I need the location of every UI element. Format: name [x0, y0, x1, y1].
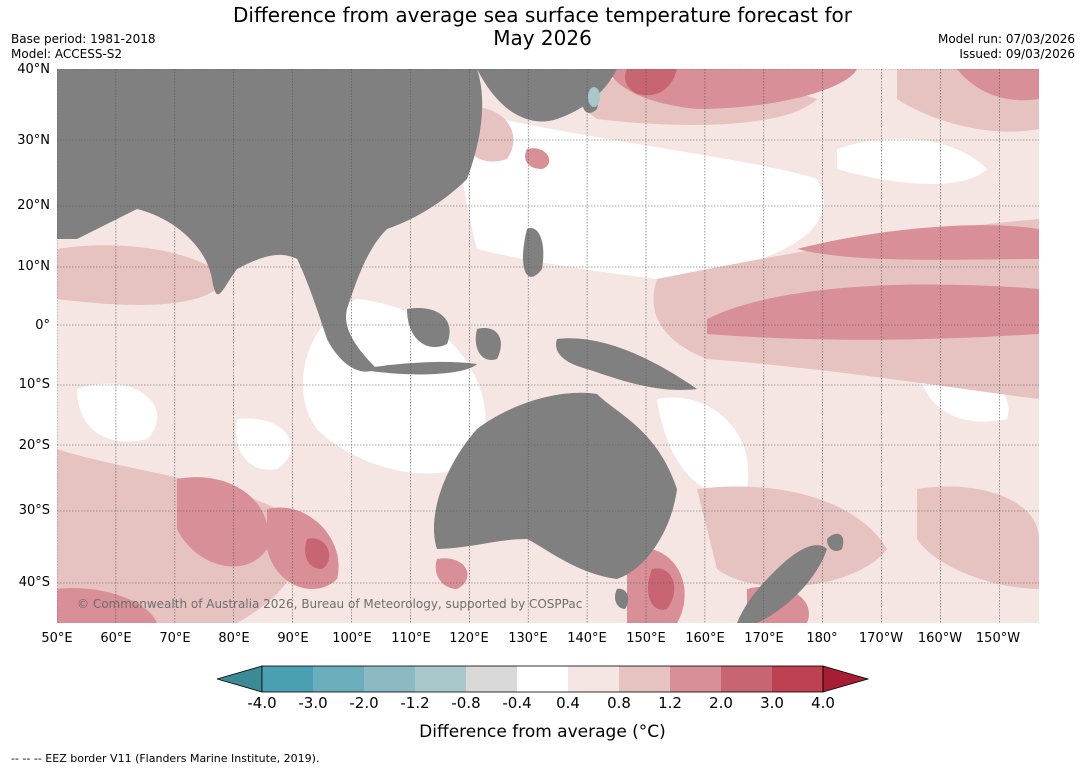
colorbar-bin — [262, 666, 313, 692]
lon-label: 150°W — [975, 631, 1021, 646]
issued-date: Issued: 09/03/2026 — [959, 47, 1075, 61]
eez-border-note: -- -- -- EEZ border V11 (Flanders Marine… — [11, 752, 320, 765]
colorbar-tick: -0.8 — [451, 694, 481, 712]
colorbar-bin — [364, 666, 415, 692]
meta-right: Model run: 07/03/2026 Issued: 09/03/2026 — [938, 32, 1075, 62]
lat-label: 20°S — [18, 438, 50, 453]
colorbar-tick: -3.0 — [298, 694, 328, 712]
colorbar-tick: 3.0 — [760, 694, 784, 712]
strong-warm-areas — [305, 69, 677, 610]
lon-label: 60°E — [100, 631, 132, 646]
meta-left: Base period: 1981-2018 Model: ACCESS-S2 — [11, 32, 156, 62]
colorbar-bin — [517, 666, 568, 692]
colorbar-bin — [568, 666, 619, 692]
lat-label: 40°S — [18, 575, 50, 590]
lon-label: 130°E — [508, 631, 548, 646]
colorbar-tick: 4.0 — [811, 694, 835, 712]
lat-label: 10°N — [17, 259, 50, 274]
lat-label: 30°S — [18, 503, 50, 518]
colorbar-bin — [313, 666, 364, 692]
colorbar-tick: -2.0 — [349, 694, 379, 712]
lon-label: 110°E — [391, 631, 431, 646]
model-run: Model run: 07/03/2026 — [937, 32, 1075, 46]
lon-label: 100°E — [332, 631, 372, 646]
colorbar-tick: 0.4 — [556, 694, 580, 712]
sst-anomaly-map — [57, 69, 1039, 623]
colorbar — [215, 665, 870, 699]
lon-label: 180° — [806, 631, 838, 646]
base-period: Base period: 1981-2018 — [11, 32, 156, 46]
colorbar-extend-low — [215, 665, 263, 693]
lat-label: 0° — [35, 318, 50, 333]
lon-label: 70°E — [159, 631, 191, 646]
colorbar-bin — [466, 666, 517, 692]
colorbar-bin — [619, 666, 670, 692]
land-masses — [57, 69, 844, 623]
title-line-1: Difference from average sea surface temp… — [232, 3, 852, 27]
lon-label: 120°E — [449, 631, 489, 646]
lon-label: 90°E — [277, 631, 309, 646]
colorbar-extend-high — [822, 665, 870, 693]
lat-label: 40°N — [17, 62, 50, 77]
colorbar-border — [261, 665, 824, 693]
title-line-2: May 2026 — [493, 26, 592, 50]
colorbar-tick: 1.2 — [658, 694, 682, 712]
colorbar-bin — [772, 666, 823, 692]
colorbar-label: Difference from average (°C) — [419, 722, 666, 742]
graticule — [57, 69, 1039, 623]
colorbar-tick: 0.8 — [607, 694, 631, 712]
lon-label: 170°W — [858, 631, 904, 646]
map-title: Difference from average sea surface temp… — [0, 4, 1085, 50]
lat-label: 10°S — [18, 377, 50, 392]
colorbar-tick: 2.0 — [709, 694, 733, 712]
cool-anomaly-spot — [588, 87, 600, 107]
copyright-notice: © Commonwealth of Australia 2026, Bureau… — [77, 597, 583, 611]
colorbar-tick: -1.2 — [400, 694, 430, 712]
lon-label: 50°E — [41, 631, 73, 646]
lon-label: 160°E — [685, 631, 725, 646]
colorbar-tick: -0.4 — [502, 694, 532, 712]
lon-label: 140°E — [567, 631, 607, 646]
model-name: Model: ACCESS-S2 — [11, 47, 123, 61]
lon-label: 80°E — [218, 631, 250, 646]
colorbar-bin — [415, 666, 466, 692]
lat-label: 20°N — [17, 198, 50, 213]
lon-label: 170°E — [744, 631, 784, 646]
colorbar-bin — [721, 666, 772, 692]
lon-label: 150°E — [626, 631, 666, 646]
colorbar-bin — [670, 666, 721, 692]
lon-label: 160°W — [917, 631, 963, 646]
lat-label: 30°N — [17, 133, 50, 148]
colorbar-tick: -4.0 — [247, 694, 277, 712]
